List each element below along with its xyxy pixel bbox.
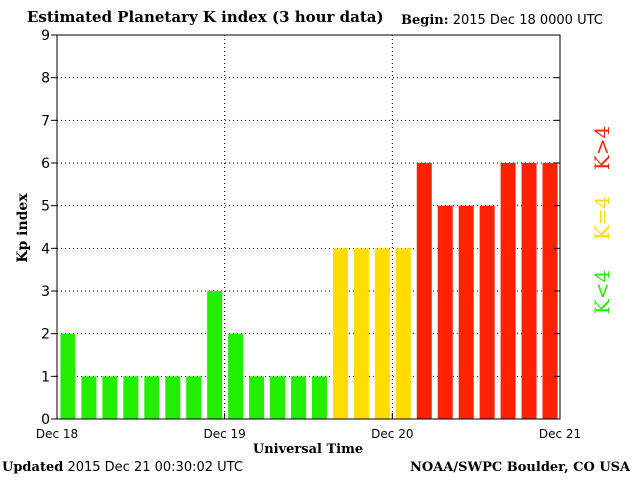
updated-timestamp: Updated 2015 Dec 21 00:30:02 UTC xyxy=(2,460,243,475)
kp-bar xyxy=(270,376,286,419)
begin-date: Begin: 2015 Dec 18 0000 UTC xyxy=(401,13,603,28)
legend-item: K>4 xyxy=(590,126,614,170)
begin-label: Begin: xyxy=(401,13,449,28)
kp-bar xyxy=(500,163,516,419)
kp-bar xyxy=(186,376,202,419)
kp-bar xyxy=(81,376,97,419)
kp-bar xyxy=(353,248,369,419)
x-tick-label: Dec 19 xyxy=(204,427,246,441)
y-tick-label: 2 xyxy=(41,327,50,343)
kp-bar xyxy=(102,376,118,419)
kp-bar xyxy=(395,248,411,419)
chart-title: Estimated Planetary K index (3 hour data… xyxy=(27,8,384,26)
kp-bar xyxy=(228,333,244,419)
kp-bar xyxy=(437,205,453,419)
begin-value: 2015 Dec 18 0000 UTC xyxy=(452,13,603,28)
y-tick-label: 6 xyxy=(41,156,50,172)
plot-frame xyxy=(56,34,561,420)
x-tick-label: Dec 20 xyxy=(371,427,413,441)
legend: K>4 K=4 K<4 xyxy=(590,126,614,314)
kp-bar xyxy=(374,248,390,419)
kp-bar xyxy=(144,376,160,419)
kp-bar xyxy=(479,205,495,419)
kp-bar xyxy=(207,291,223,419)
x-tick-label: Dec 18 xyxy=(36,427,78,441)
y-tick-label: 4 xyxy=(41,241,50,257)
y-tick-label: 9 xyxy=(41,28,50,44)
y-tick-label: 1 xyxy=(41,369,50,385)
y-tick-label: 0 xyxy=(41,412,50,428)
x-axis-label: Universal Time xyxy=(253,442,363,457)
kp-bar xyxy=(291,376,307,419)
kp-bar xyxy=(165,376,181,419)
x-tick-label: Dec 21 xyxy=(539,427,581,441)
kp-bar xyxy=(249,376,265,419)
credit: NOAA/SWPC Boulder, CO USA xyxy=(410,460,631,475)
kp-bar xyxy=(332,248,348,419)
y-axis-label: Kp index xyxy=(15,193,31,263)
legend-item: K=4 xyxy=(590,196,614,240)
kp-bar xyxy=(60,333,76,419)
kp-bar xyxy=(416,163,432,419)
updated-value: 2015 Dec 21 00:30:02 UTC xyxy=(67,460,243,475)
legend-item: K<4 xyxy=(590,270,614,314)
y-tick-label: 8 xyxy=(41,71,50,87)
kp-bar xyxy=(521,163,537,419)
y-axis-ticks: 0 1 2 3 4 5 6 7 8 9 xyxy=(41,28,560,428)
y-tick-label: 3 xyxy=(41,284,50,300)
x-axis-ticks: Dec 18 Dec 19 Dec 20 Dec 21 xyxy=(36,413,581,441)
bars xyxy=(60,163,558,419)
kp-bar xyxy=(542,163,558,419)
kp-bar xyxy=(123,376,139,419)
y-tick-label: 7 xyxy=(41,113,50,129)
updated-label: Updated xyxy=(2,460,64,475)
kp-bar xyxy=(311,376,327,419)
grid-lines xyxy=(57,35,560,419)
kp-bar xyxy=(458,205,474,419)
y-tick-label: 5 xyxy=(41,199,50,215)
